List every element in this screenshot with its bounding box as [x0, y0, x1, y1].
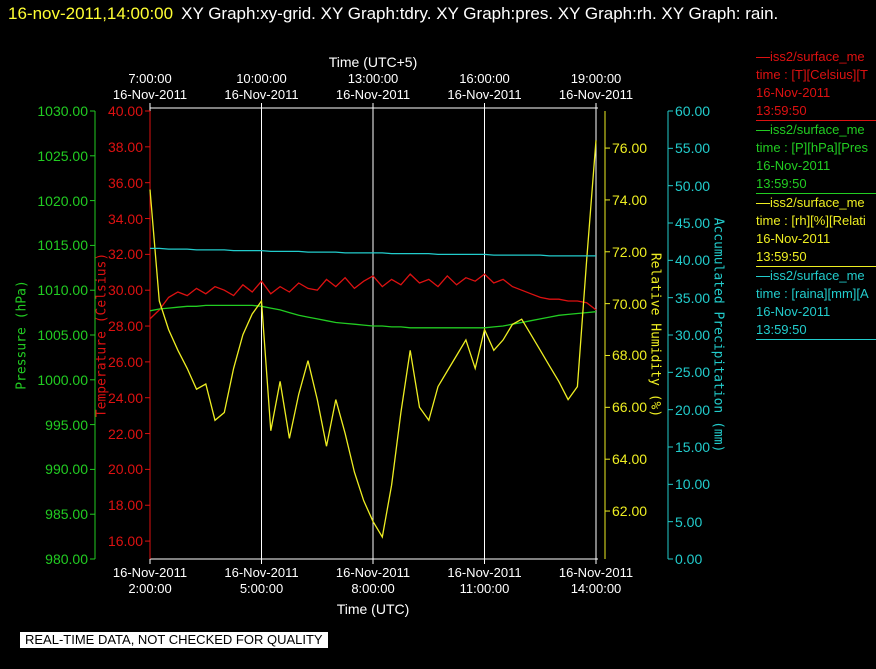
y-tick-label: 40.00 [107, 103, 143, 119]
y-tick-label: 38.00 [107, 138, 143, 155]
legend-detail: time : [rh][%][Relati [756, 213, 866, 228]
series-line [150, 247, 596, 257]
y-tick-label: 980.00 [45, 551, 88, 567]
y-tick-label: 16.00 [107, 533, 143, 550]
y-tick-label: 15.00 [675, 439, 711, 455]
y-tick-label: 64.00 [612, 451, 648, 468]
x2-tick-label: 13:00:00 16-Nov-2011 [335, 71, 411, 102]
y-tick-label: 76.00 [612, 140, 648, 157]
y-tick-label: 45.00 [675, 215, 711, 231]
y-tick-label: 985.00 [45, 506, 88, 523]
legend-name-row: iss2/surface_me [756, 48, 876, 66]
y-tick-label: 36.00 [107, 174, 143, 191]
legend-name: iss2/surface_me [770, 49, 865, 64]
title: XY Graph:xy-grid. XY Graph:tdry. XY Grap… [181, 4, 779, 23]
legend-swatch [756, 276, 770, 278]
legend-name: iss2/surface_me [770, 122, 865, 137]
y-tick-label: 72.00 [612, 243, 648, 260]
y-tick-label: 26.00 [107, 353, 143, 370]
x2-tick-label: 10:00:00 16-Nov-2011 [224, 71, 299, 102]
legend-name-row: iss2/surface_me [756, 267, 876, 285]
legend-detail: time : [P][hPa][Pres [756, 140, 868, 155]
series-line [149, 140, 597, 539]
x-tick-label: 16-Nov-2011 11:00:00 [447, 565, 522, 596]
y-tick-label: 20.00 [675, 401, 711, 418]
y-axis-title: Accumulated Precipitation (mm) [711, 218, 726, 453]
series-line [149, 273, 597, 320]
x2-tick-label: 16:00:00 16-Nov-2011 [447, 71, 522, 102]
legend-detail: 13:59:50 [756, 103, 807, 118]
y-tick-label: 5.00 [675, 513, 703, 530]
y-tick-label: 66.00 [612, 399, 648, 416]
legend-detail: time : [T][Celsius][T [756, 67, 868, 82]
y-tick-label: 50.00 [675, 177, 711, 194]
y-tick-label: 1020.00 [37, 192, 88, 209]
y-tick-label: 68.00 [612, 347, 648, 364]
y-tick-label: 60.00 [675, 103, 711, 119]
legend-name: iss2/surface_me [770, 268, 865, 283]
y-tick-label: 34.00 [107, 210, 143, 227]
x-tick-label: 16-Nov-2011 5:00:00 [224, 565, 299, 596]
x2-axis-title: Time (UTC+5) [328, 54, 418, 70]
x-axis-title: Time (UTC) [336, 601, 410, 617]
y-tick-label: 35.00 [675, 289, 711, 306]
legend-detail: 16-Nov-2011 [756, 85, 831, 100]
series-line [149, 304, 597, 329]
quality-note: REAL-TIME DATA, NOT CHECKED FOR QUALITY [20, 632, 328, 648]
y-tick-label: 0.00 [675, 551, 703, 567]
legend-detail: 16-Nov-2011 [756, 304, 831, 319]
legend-detail: 16-Nov-2011 [756, 231, 831, 246]
y-tick-label: 30.00 [107, 282, 143, 299]
y-tick-label: 1030.00 [37, 103, 88, 119]
x2-tick-label: 7:00:00 16-Nov-2011 [112, 71, 188, 102]
y-axis-title: Relative Humidity (%) [648, 253, 663, 417]
y-tick-label: 1025.00 [37, 147, 88, 164]
y-tick-label: 62.00 [612, 503, 648, 520]
y-tick-label: 70.00 [612, 295, 648, 312]
x-tick-label: 16-Nov-2011 2:00:00 [112, 565, 188, 596]
y-tick-label: 18.00 [107, 497, 143, 514]
y-tick-label: 32.00 [107, 246, 143, 263]
y-tick-label: 30.00 [675, 327, 711, 343]
y-tick-label: 74.00 [612, 191, 648, 208]
x-tick-label: 16-Nov-2011 14:00:00 [558, 565, 634, 596]
y-tick-label: 1005.00 [37, 327, 88, 343]
legend-swatch [756, 203, 770, 205]
y-tick-label: 22.00 [107, 425, 143, 442]
y-tick-label: 55.00 [675, 140, 711, 157]
y-axis-title: Temperature (Celsius) [95, 253, 110, 417]
legend-name: iss2/surface_me [770, 195, 865, 210]
y-tick-label: 25.00 [675, 364, 711, 381]
legend-name-row: iss2/surface_me [756, 121, 876, 139]
legend-swatch [756, 57, 770, 59]
y-tick-label: 995.00 [45, 416, 88, 433]
x-tick-label: 16-Nov-2011 8:00:00 [335, 565, 411, 596]
y-tick-label: 1000.00 [37, 371, 88, 388]
legend-detail: 13:59:50 [756, 322, 807, 337]
y-tick-label: 24.00 [107, 389, 143, 406]
timestamp: 16-nov-2011,14:00:00 [8, 4, 174, 23]
legend-detail: 13:59:50 [756, 176, 807, 191]
legend-name-row: iss2/surface_me [756, 194, 876, 212]
legend-swatch [756, 130, 770, 132]
y-tick-label: 1015.00 [37, 237, 88, 254]
y-tick-label: 28.00 [107, 318, 143, 335]
y-tick-label: 10.00 [675, 476, 711, 493]
legend-detail: 16-Nov-2011 [756, 158, 831, 173]
y-tick-label: 990.00 [45, 461, 88, 478]
y-axis-title: Pressure (hPa) [15, 280, 30, 390]
y-tick-label: 1010.00 [37, 282, 88, 299]
legend-detail: time : [raina][mm][A [756, 286, 869, 301]
x2-tick-label: 19:00:00 16-Nov-2011 [558, 71, 634, 102]
y-tick-label: 20.00 [107, 461, 143, 478]
legend-detail: 13:59:50 [756, 249, 807, 264]
y-tick-label: 40.00 [675, 252, 711, 269]
title-bar: 16-nov-2011,14:00:00 XY Graph:xy-grid. XY… [8, 0, 856, 28]
